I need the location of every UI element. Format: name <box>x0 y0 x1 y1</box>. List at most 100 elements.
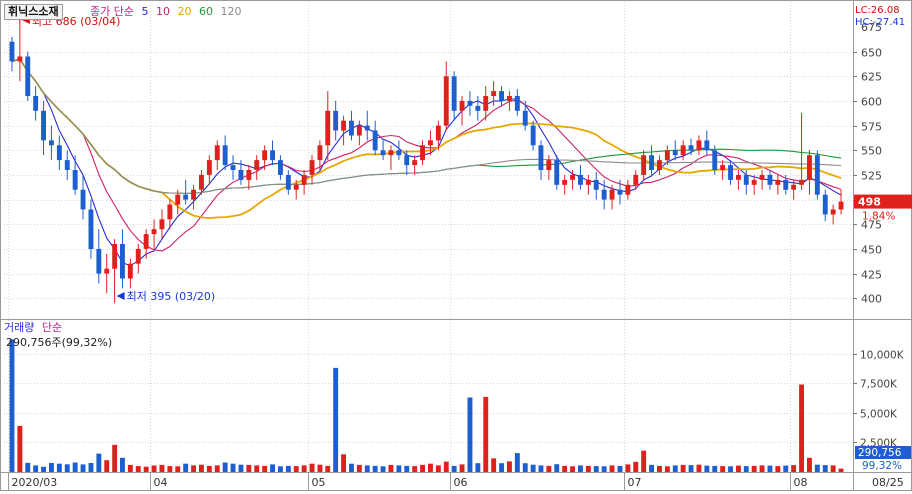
volume-bar <box>444 462 449 472</box>
candle-body <box>112 244 117 269</box>
ma-120[interactable]: 120 <box>220 5 241 18</box>
volume-bar <box>33 465 38 472</box>
candle-body <box>799 180 804 185</box>
volume-bar <box>349 464 354 472</box>
volume-bar <box>831 465 836 472</box>
volume-bar <box>736 466 741 472</box>
volume-bar <box>381 466 386 472</box>
volume-bar <box>633 462 638 472</box>
volume-bar <box>420 465 425 472</box>
ma-60[interactable]: 60 <box>199 5 213 18</box>
candle-body <box>325 111 330 146</box>
candle-body <box>199 175 204 190</box>
candle-body <box>728 165 733 180</box>
volume-bar <box>239 465 244 472</box>
candle-body <box>689 145 694 150</box>
volume-bar <box>791 465 796 472</box>
candle-body <box>468 101 473 106</box>
candle-body <box>160 219 165 229</box>
y-tick-label: 625 <box>861 71 882 84</box>
volume-bar <box>562 466 567 472</box>
grid-lines <box>4 2 853 472</box>
candle-body <box>507 96 512 101</box>
volume-bar <box>302 465 307 472</box>
hc-label: HC:-27.41 <box>855 16 905 29</box>
candle-body <box>768 175 773 185</box>
volume-bar <box>373 466 378 472</box>
volume-bar <box>310 464 315 472</box>
y-tick-label: 425 <box>861 269 882 282</box>
volume-bar <box>649 465 654 472</box>
candle-body <box>389 150 394 155</box>
volume-bar <box>641 451 646 472</box>
volume-tick-label: 5,000K <box>860 409 898 421</box>
candle-body <box>815 155 820 195</box>
volume-bar <box>120 458 125 472</box>
ma-5[interactable]: 5 <box>141 5 148 18</box>
volume-bar <box>468 398 473 473</box>
y-tick-label: 450 <box>861 244 882 257</box>
volume-bar <box>744 466 749 472</box>
candle-body <box>704 140 709 150</box>
volume-bar <box>175 466 180 472</box>
x-tick-label: 04 <box>154 476 168 489</box>
volume-bar <box>483 397 488 472</box>
ma-20[interactable]: 20 <box>177 5 191 18</box>
volume-bar <box>341 454 346 472</box>
candle-body <box>618 190 623 195</box>
volume-bar <box>768 466 773 472</box>
volume-bar <box>333 368 338 472</box>
candle-body <box>760 175 765 180</box>
stock-name-box[interactable]: 휘닉스소재 <box>4 4 63 20</box>
volume-bar <box>428 464 433 472</box>
candle-body <box>807 155 812 180</box>
volume-label: 거래량 <box>4 321 34 334</box>
volume-bar <box>689 465 694 472</box>
candle-body <box>475 106 480 111</box>
volume-bar <box>167 466 172 472</box>
candle-body <box>452 76 457 111</box>
y-tick-label: 550 <box>861 145 882 158</box>
volume-bar <box>223 463 228 473</box>
candle-body <box>349 121 354 136</box>
volume-bar <box>357 465 362 472</box>
volume-bar <box>396 465 401 472</box>
volume-bar <box>294 466 299 472</box>
volume-bar <box>73 463 78 473</box>
candle-body <box>41 111 46 141</box>
candle-body <box>302 175 307 185</box>
candle-body <box>712 150 717 170</box>
volume-bar <box>89 463 94 472</box>
candle-body <box>215 145 220 160</box>
candle-body <box>744 175 749 185</box>
volume-legend: 거래량 단순 <box>4 321 62 334</box>
candle-body <box>49 140 54 145</box>
volume-bar <box>365 465 370 472</box>
candle-body <box>483 96 488 111</box>
candle-body <box>531 126 536 146</box>
candle-body <box>365 126 370 131</box>
volume-bar <box>136 466 141 472</box>
current-price-label: 498 <box>858 196 881 209</box>
volume-bar <box>728 466 733 472</box>
candle-body <box>657 160 662 170</box>
candle-body <box>570 175 575 180</box>
candle-body <box>81 190 86 210</box>
candle-body <box>831 210 836 215</box>
candle-body <box>246 170 251 180</box>
volume-bar <box>507 461 512 472</box>
candle-body <box>791 185 796 190</box>
volume-bar <box>25 463 30 472</box>
volume-bar <box>546 466 551 472</box>
candle-body <box>823 195 828 215</box>
ma-10[interactable]: 10 <box>156 5 170 18</box>
candle-body <box>673 150 678 155</box>
volume-bar <box>681 465 686 472</box>
candle-body <box>610 190 615 200</box>
volume-current-pct: 99,32% <box>862 460 902 472</box>
volume-bar <box>610 465 615 472</box>
y-tick-label: 650 <box>861 47 882 60</box>
candle-body <box>25 57 30 97</box>
